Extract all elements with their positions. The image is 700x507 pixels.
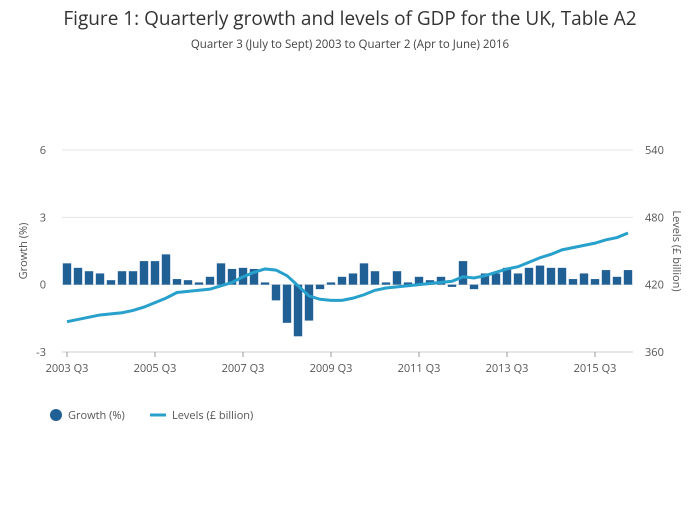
y2-tick-label: 420 bbox=[645, 278, 664, 293]
bar bbox=[95, 273, 105, 285]
x-tick-label: 2005 Q3 bbox=[134, 361, 177, 376]
chart-title: Figure 1: Quarterly growth and levels of… bbox=[63, 5, 636, 31]
legend-marker bbox=[50, 409, 62, 421]
bar bbox=[535, 265, 545, 285]
bar bbox=[524, 267, 534, 285]
bar bbox=[62, 263, 72, 285]
bar bbox=[315, 284, 325, 290]
y2-tick-label: 480 bbox=[645, 210, 664, 225]
bar bbox=[370, 271, 380, 285]
y-tick-label: 6 bbox=[40, 143, 46, 158]
bar bbox=[348, 273, 358, 285]
bar bbox=[106, 280, 116, 285]
bar bbox=[337, 276, 347, 285]
bar bbox=[172, 279, 182, 285]
bar bbox=[117, 271, 127, 285]
bar bbox=[359, 263, 369, 285]
bar bbox=[447, 284, 457, 287]
x-tick-label: 2015 Q3 bbox=[574, 361, 617, 376]
bar bbox=[161, 254, 171, 285]
bar bbox=[183, 280, 193, 285]
bar bbox=[326, 282, 336, 285]
x-tick-label: 2003 Q3 bbox=[46, 361, 89, 376]
y2-axis-label: Levels (£ billion) bbox=[669, 210, 684, 291]
bar bbox=[205, 276, 215, 285]
bar bbox=[590, 279, 600, 285]
legend-label: Levels (£ billion) bbox=[172, 408, 253, 423]
bar bbox=[513, 273, 523, 285]
bar bbox=[491, 273, 501, 285]
bar bbox=[304, 284, 314, 321]
bar bbox=[568, 279, 578, 285]
x-tick-label: 2013 Q3 bbox=[486, 361, 529, 376]
bar bbox=[282, 284, 292, 323]
x-tick-label: 2007 Q3 bbox=[222, 361, 265, 376]
bar bbox=[469, 284, 479, 290]
bar bbox=[458, 261, 468, 285]
bar bbox=[260, 282, 270, 285]
bar bbox=[414, 276, 424, 285]
bar bbox=[502, 267, 512, 285]
bar bbox=[293, 284, 303, 337]
legend-label: Growth (%) bbox=[68, 408, 125, 423]
y-tick-label: 3 bbox=[40, 210, 46, 225]
bar bbox=[546, 267, 556, 285]
chart-subtitle: Quarter 3 (July to Sept) 2003 to Quarter… bbox=[191, 37, 510, 52]
x-tick-label: 2011 Q3 bbox=[398, 361, 441, 376]
y2-tick-label: 360 bbox=[645, 345, 664, 360]
bar bbox=[480, 273, 490, 285]
bar bbox=[271, 284, 281, 301]
bar bbox=[392, 271, 402, 285]
bar bbox=[249, 268, 259, 285]
y-axis-label: Growth (%) bbox=[16, 223, 31, 280]
y-tick-label: 0 bbox=[40, 278, 46, 293]
bar bbox=[73, 267, 83, 285]
bar bbox=[194, 282, 204, 285]
bar bbox=[381, 282, 391, 285]
y2-tick-label: 540 bbox=[645, 143, 664, 158]
bar bbox=[84, 271, 94, 285]
bar bbox=[403, 282, 413, 285]
bar bbox=[150, 261, 160, 285]
bar bbox=[557, 267, 567, 285]
bar bbox=[579, 273, 589, 285]
bar bbox=[601, 270, 611, 285]
bar bbox=[227, 268, 237, 285]
level-line bbox=[66, 231, 629, 324]
y-tick-label: -3 bbox=[36, 345, 46, 360]
bar bbox=[139, 261, 149, 285]
x-tick-label: 2009 Q3 bbox=[310, 361, 353, 376]
bar bbox=[612, 276, 622, 285]
bar bbox=[128, 271, 138, 285]
bar bbox=[623, 270, 633, 285]
bar bbox=[436, 276, 446, 285]
bar bbox=[216, 263, 226, 285]
